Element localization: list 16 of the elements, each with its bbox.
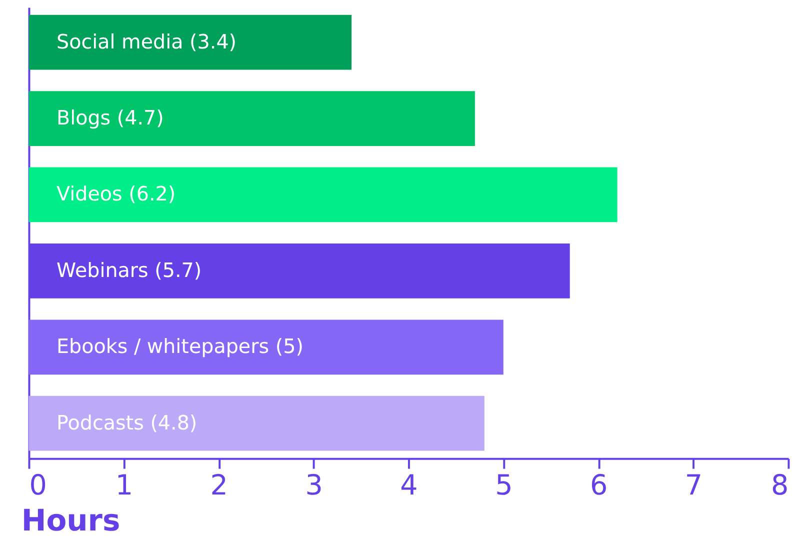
x-axis-title: Hours bbox=[21, 503, 120, 538]
x-tick-label: 5 bbox=[495, 468, 513, 502]
x-tick-label: 3 bbox=[305, 468, 323, 502]
x-tick-label: 4 bbox=[400, 468, 418, 502]
y-tick-label: Social media (3.4) bbox=[56, 30, 237, 54]
y-tick-label: Ebooks / whitepapers (5) bbox=[56, 335, 304, 358]
x-tick-label: 1 bbox=[115, 468, 134, 502]
x-tick-label: 8 bbox=[771, 468, 789, 502]
x-tick-label: 7 bbox=[684, 468, 703, 502]
x-tick-label: 2 bbox=[210, 468, 228, 502]
y-tick-label: Webinars (5.7) bbox=[56, 258, 202, 282]
y-tick-label: Videos (6.2) bbox=[56, 182, 176, 206]
y-tick-label: Blogs (4.7) bbox=[56, 106, 164, 130]
x-tick-label: 6 bbox=[590, 468, 608, 502]
x-tick-label: 0 bbox=[29, 468, 47, 502]
y-tick-label: Podcasts (4.8) bbox=[56, 411, 198, 434]
